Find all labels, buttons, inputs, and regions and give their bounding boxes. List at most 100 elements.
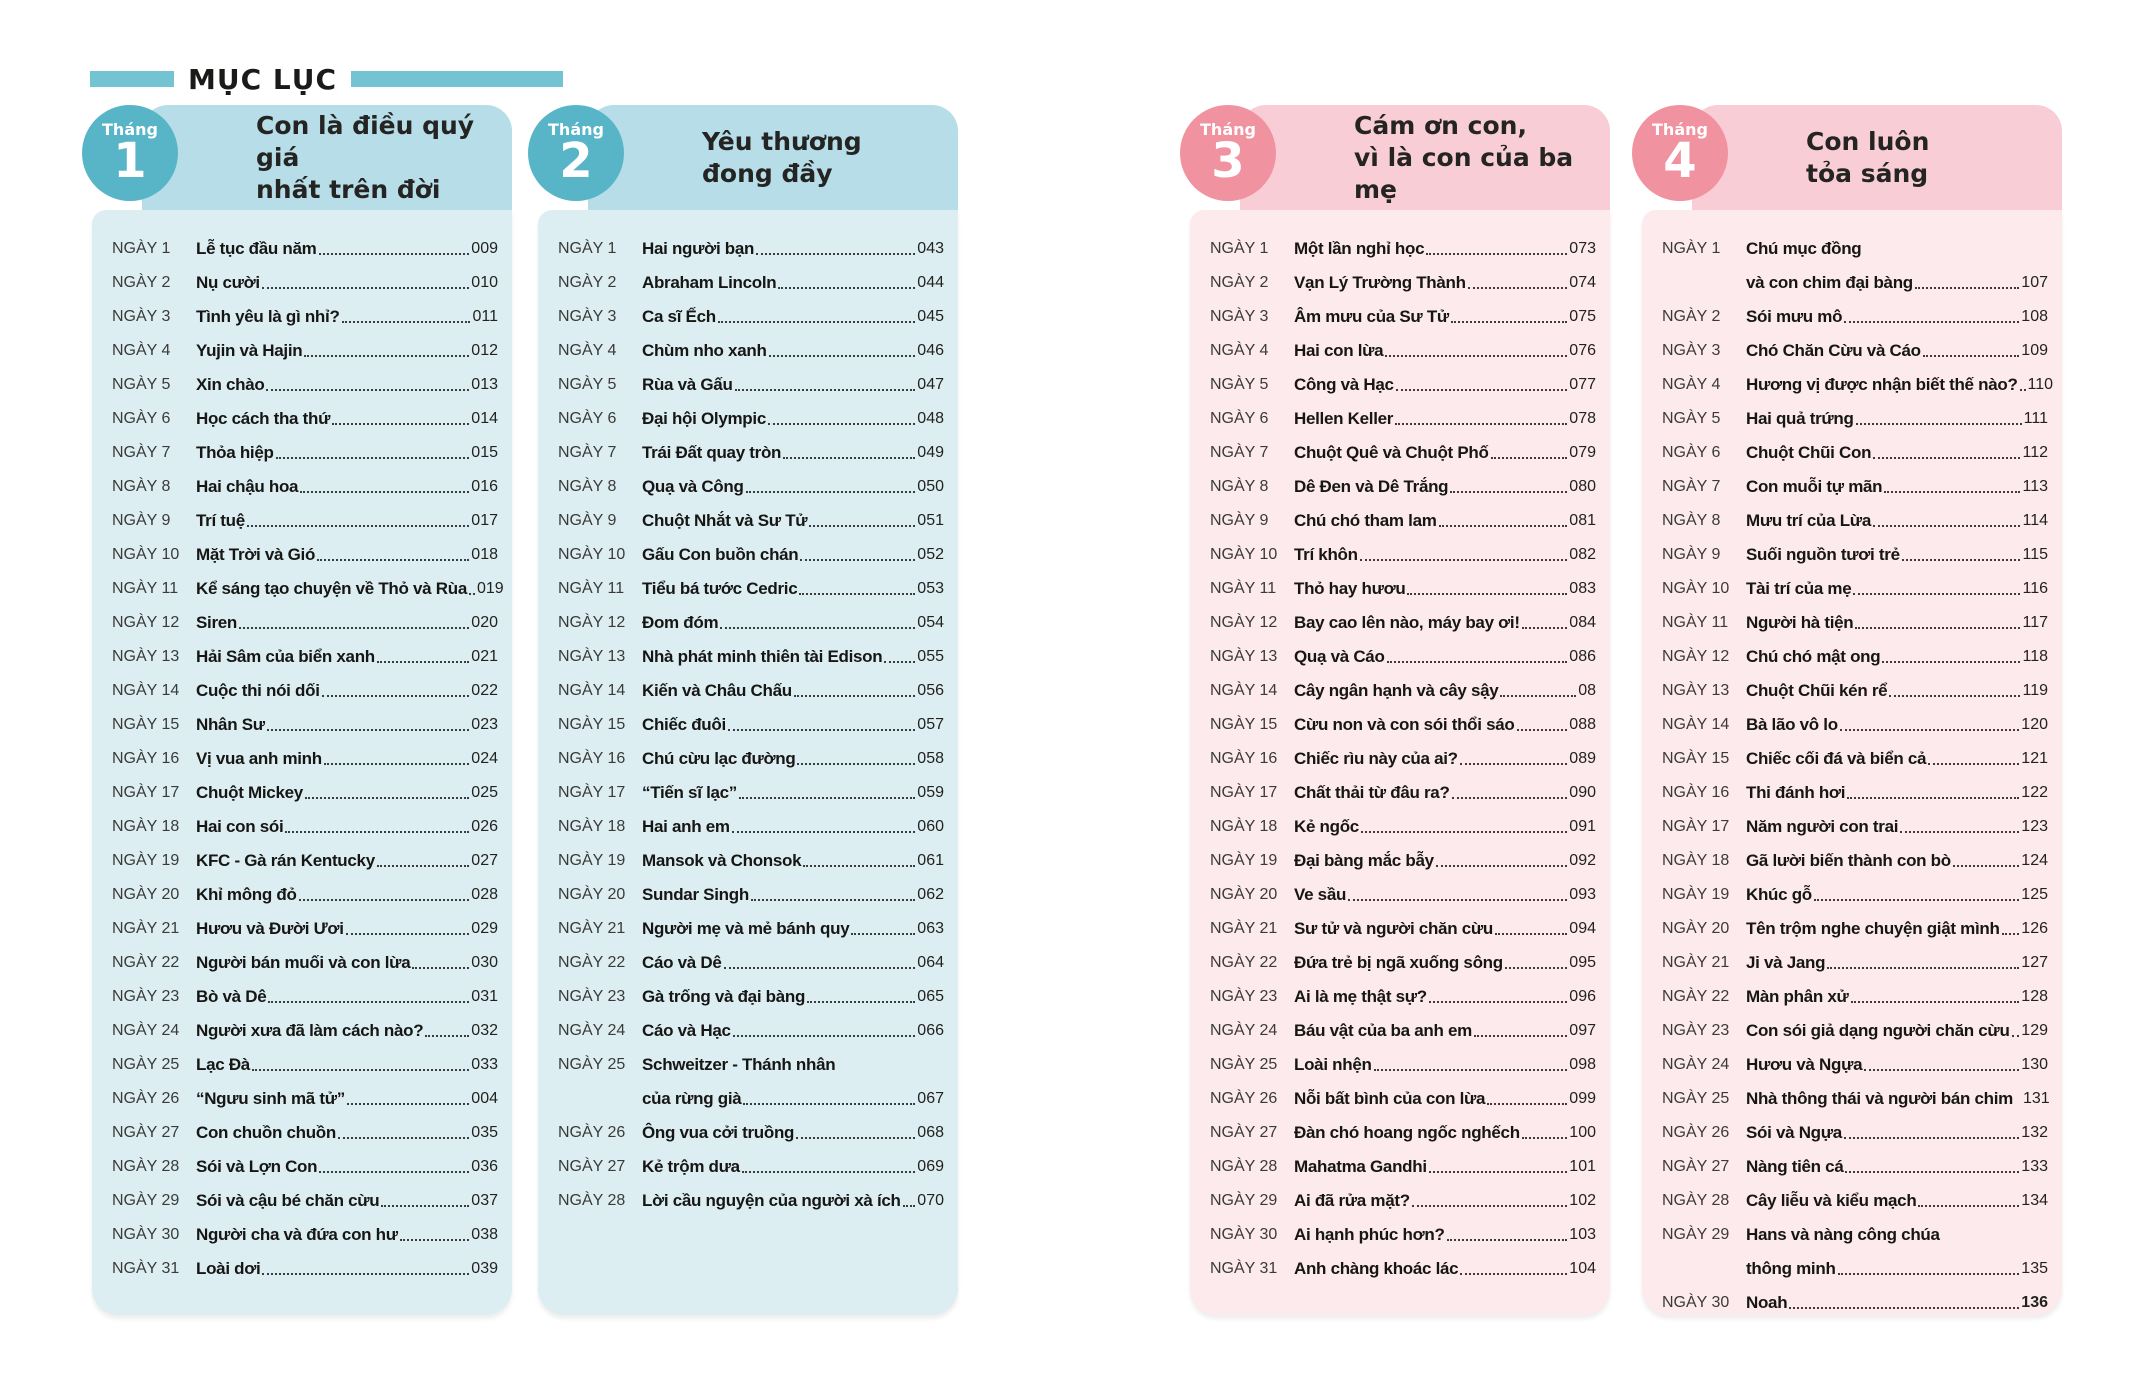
toc-entry: NGÀY 6 Hellen Keller 078 — [1210, 394, 1596, 428]
entry-title: Chú chó tham lam — [1294, 511, 1437, 531]
entry-dot-leader — [783, 457, 916, 459]
entry-page: 080 — [1569, 478, 1596, 496]
toc-entry: NGÀY 16 Thi đánh hơi 122 — [1662, 768, 2048, 802]
entry-title: Người mẹ và mẻ bánh quy — [642, 919, 850, 939]
entry-page: 043 — [917, 240, 944, 258]
entry-title: Gấu Con buồn chán — [642, 545, 799, 565]
entry-page: 123 — [2021, 818, 2048, 836]
entry-title: Thi đánh hơi — [1746, 783, 1846, 803]
entry-day: NGÀY 9 — [558, 512, 617, 530]
month-badge-number: 2 — [559, 133, 593, 190]
toc-entry: NGÀY 13 Nhà phát minh thiên tài Edison 0… — [558, 632, 944, 666]
entry-page: 115 — [2022, 546, 2048, 564]
entry-day: NGÀY 3 — [1662, 342, 1721, 360]
month-badge: Tháng 1 — [82, 105, 178, 201]
entry-day: NGÀY 20 — [1210, 886, 1278, 904]
entry-title: Rùa và Gấu — [642, 375, 733, 395]
entry-title: Sundar Singh — [642, 885, 749, 905]
entry-page: 069 — [917, 1158, 944, 1176]
entry-list: NGÀY 1 Lễ tục đầu năm 009 NGÀY 2 Nụ cười… — [92, 210, 512, 1315]
entry-title: Chú cừu lạc đường — [642, 749, 796, 769]
entry-dot-leader — [1813, 899, 2020, 901]
entry-page: 117 — [2022, 614, 2048, 632]
toc-entry: NGÀY 11 Người hà tiện 117 — [1662, 598, 2048, 632]
entry-title: Chú mục đồng — [1746, 239, 1862, 259]
entry-title: Vị vua anh minh — [196, 749, 322, 769]
entry-dot-leader — [1459, 763, 1568, 765]
entry-day: NGÀY 8 — [1662, 512, 1721, 530]
entry-dot-leader — [1359, 559, 1568, 561]
entry-page: 136 — [2021, 1294, 2048, 1312]
entry-day: NGÀY 20 — [558, 886, 626, 904]
entry-dot-leader — [1884, 491, 2021, 493]
entry-dot-leader — [304, 355, 470, 357]
entry-day: NGÀY 15 — [112, 716, 180, 734]
month-title-line: nhất trên đời — [256, 174, 441, 204]
entry-page: 096 — [1569, 988, 1596, 1006]
entry-dot-leader — [285, 831, 470, 833]
entry-title: Học cách tha thứ — [196, 409, 331, 429]
entry-dot-leader — [1952, 865, 2020, 867]
entry-day: NGÀY 19 — [558, 852, 626, 870]
entry-dot-leader — [768, 355, 916, 357]
toc-entry: NGÀY 17 Chất thải từ đâu ra? 090 — [1210, 768, 1596, 802]
entry-title: Bay cao lên nào, máy bay ơi! — [1294, 613, 1520, 633]
entry-day: NGÀY 2 — [1662, 308, 1721, 326]
month-title-line: Con luôn — [1806, 126, 1930, 156]
entry-title: Con muỗi tự mãn — [1746, 477, 1883, 497]
entry-day: NGÀY 11 — [558, 580, 625, 598]
month-title-line: vì là con của ba mẹ — [1354, 142, 1574, 204]
entry-page: 017 — [471, 512, 498, 530]
entry-dot-leader — [1450, 491, 1568, 493]
entry-dot-leader — [1864, 1069, 2020, 1071]
entry-page: 095 — [1569, 954, 1596, 972]
entry-page: 066 — [917, 1022, 944, 1040]
entry-day: NGÀY 25 — [1662, 1090, 1730, 1108]
toc-entry: NGÀY 4 Chùm nho xanh 046 — [558, 326, 944, 360]
entry-dot-leader — [1844, 321, 2020, 323]
entry-day: NGÀY 31 — [112, 1260, 180, 1278]
entry-title: Cuộc thi nói dối — [196, 681, 320, 701]
entry-dot-leader — [2001, 933, 2020, 935]
entry-day: NGÀY 10 — [1662, 580, 1730, 598]
entry-title: Bà lão vô lo — [1746, 715, 1838, 735]
entry-day: NGÀY 13 — [1210, 648, 1278, 666]
entry-title: Tình yêu là gì nhỉ? — [196, 307, 340, 327]
entry-dot-leader — [1845, 1171, 2020, 1173]
entry-day: NGÀY 17 — [558, 784, 626, 802]
toc-entry: NGÀY 29 Sói và cậu bé chăn cừu 037 — [112, 1176, 498, 1210]
toc-entry: NGÀY 22 Đứa trẻ bị ngã xuống sông 095 — [1210, 938, 1596, 972]
entry-page: 092 — [1569, 852, 1596, 870]
entry-day: NGÀY 8 — [558, 478, 617, 496]
entry-day: NGÀY 4 — [1662, 376, 1721, 394]
entry-day: NGÀY 5 — [1662, 410, 1721, 428]
entry-page: 077 — [1569, 376, 1596, 394]
entry-day: NGÀY 4 — [112, 342, 171, 360]
entry-day: NGÀY 5 — [1210, 376, 1269, 394]
entry-title: Quạ và Công — [642, 477, 744, 497]
entry-page: 047 — [917, 376, 944, 394]
toc-entry: NGÀY 26 Ông vua cởi truồng 068 — [558, 1108, 944, 1142]
toc-entry: NGÀY 10 Tài trí của mẹ 116 — [1662, 564, 2048, 598]
entry-dot-leader — [1395, 423, 1568, 425]
toc-entry: NGÀY 8 Mưu trí của Lừa 114 — [1662, 496, 2048, 530]
entry-day: NGÀY 3 — [112, 308, 171, 326]
entry-day: NGÀY 14 — [1210, 682, 1278, 700]
entry-page: 076 — [1569, 342, 1596, 360]
toc-entry: NGÀY 3 Ca sĩ Ếch 045 — [558, 292, 944, 326]
toc-entry: NGÀY 20 Sundar Singh 062 — [558, 870, 944, 904]
entry-dot-leader — [1494, 933, 1568, 935]
toc-entry: NGÀY 29 Hans và nàng công chúa — [1662, 1210, 2048, 1244]
entry-day: NGÀY 13 — [1662, 682, 1730, 700]
entry-page: 112 — [2022, 444, 2048, 462]
entry-title: Chuột Chũi kén rể — [1746, 681, 1888, 701]
entry-title: Hương vị được nhận biết thế nào? — [1746, 375, 2018, 395]
entry-dot-leader — [750, 899, 916, 901]
entry-page: 120 — [2021, 716, 2048, 734]
entry-day: NGÀY 10 — [1210, 546, 1278, 564]
entry-title: Hai anh em — [642, 817, 730, 837]
entry-title: Người xưa đã làm cách nào? — [196, 1021, 424, 1041]
entry-title: Sư tử và người chăn cừu — [1294, 919, 1493, 939]
entry-title: Màn phân xử — [1746, 987, 1849, 1007]
